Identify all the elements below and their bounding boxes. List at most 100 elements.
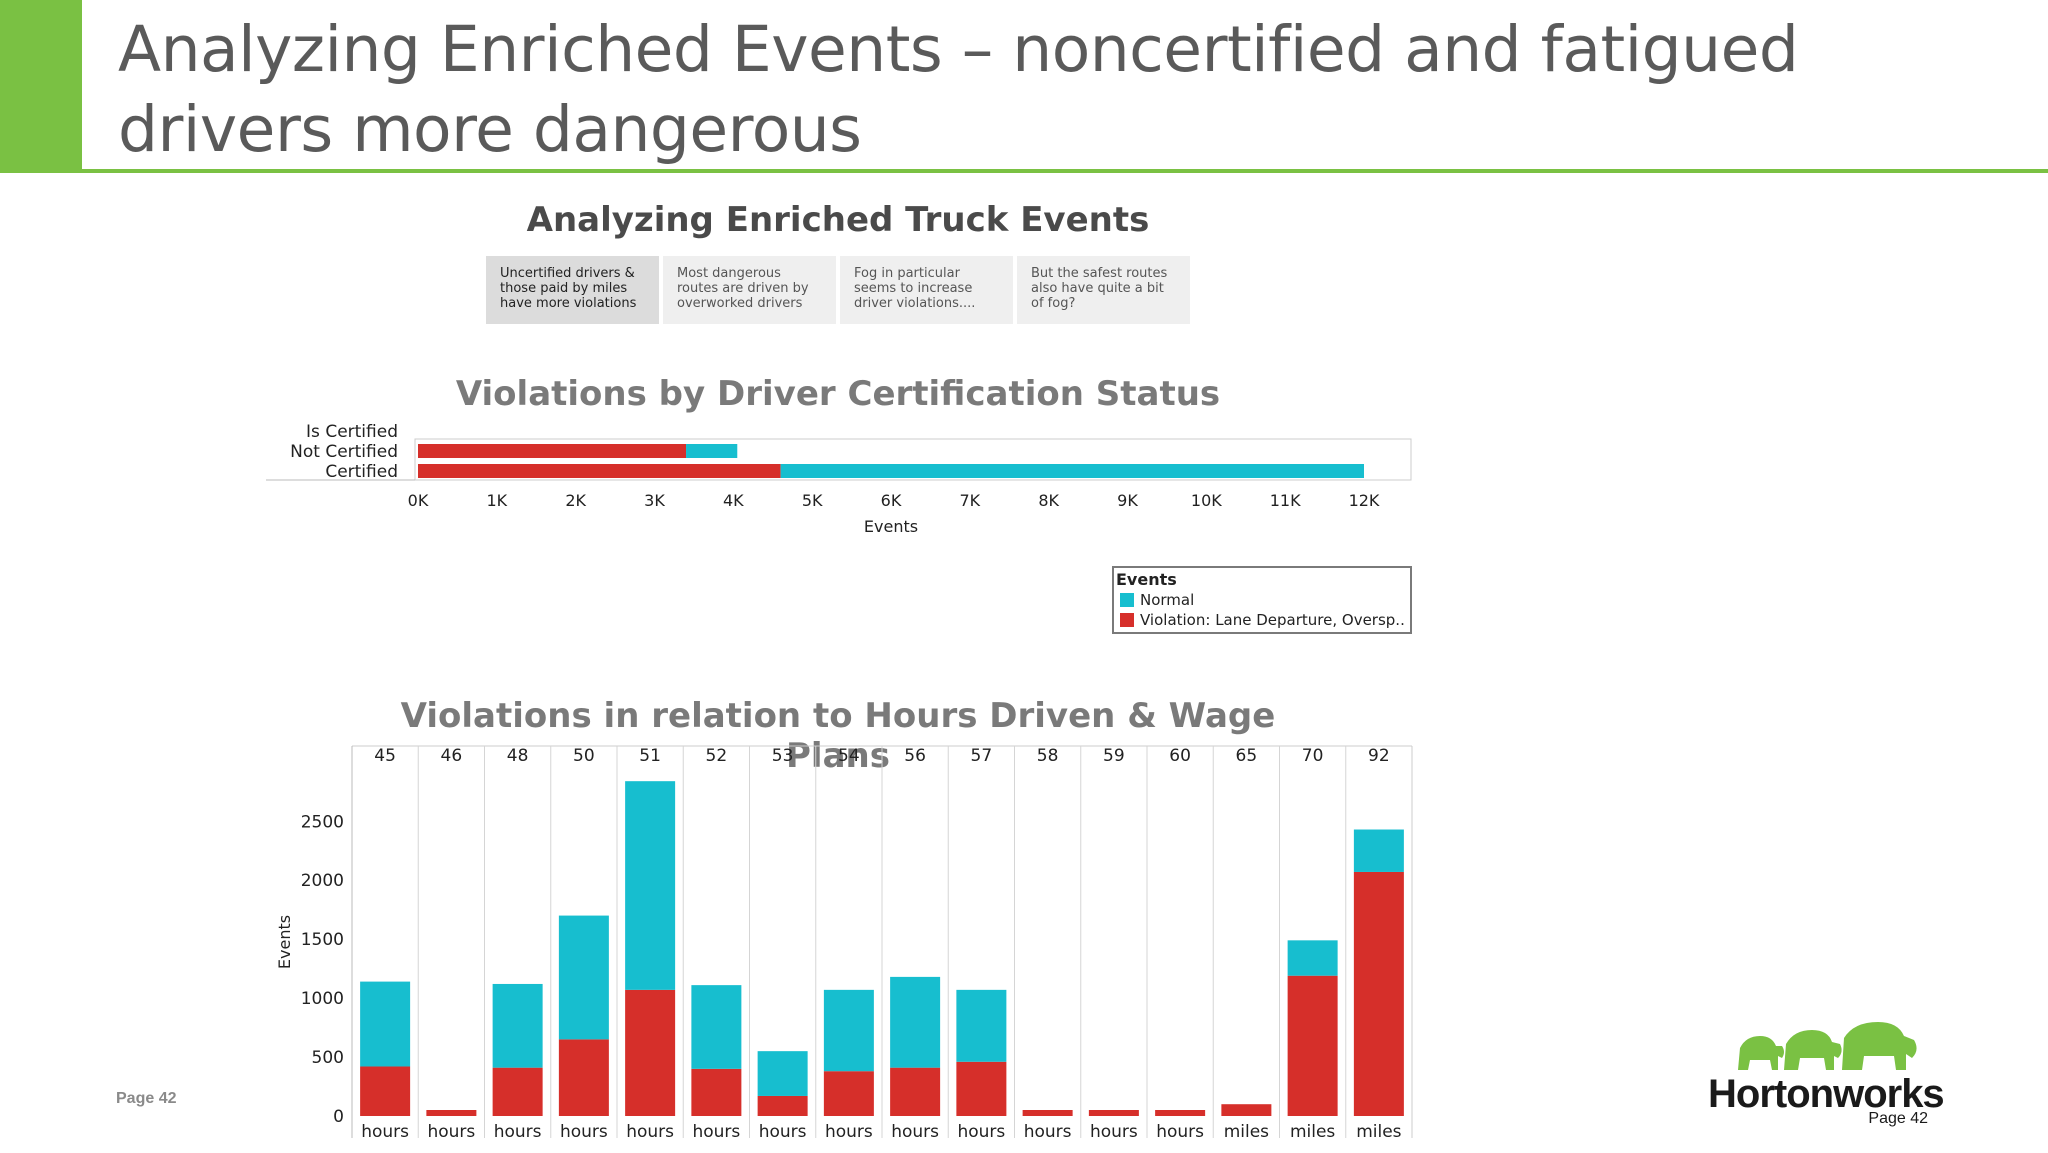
story-tab-2[interactable]: Most dangerous routes are driven by over… bbox=[663, 256, 836, 324]
legend-swatch-violation bbox=[1120, 613, 1134, 627]
category-label: Not Certified bbox=[290, 442, 398, 462]
category-label: hours bbox=[825, 1122, 873, 1138]
group-label: 45 bbox=[374, 746, 396, 766]
group-label: 54 bbox=[838, 746, 860, 766]
bar-segment bbox=[1221, 1104, 1272, 1116]
hortonworks-logo: Hortonworks Page 42 bbox=[1708, 1020, 1945, 1150]
category-label: miles bbox=[1224, 1122, 1269, 1138]
group-label: 50 bbox=[573, 746, 595, 766]
bar-segment bbox=[1287, 975, 1338, 1116]
story-tab-4[interactable]: But the safest routes also have quite a … bbox=[1017, 256, 1190, 324]
category-label: miles bbox=[1356, 1122, 1401, 1138]
group-label: 51 bbox=[639, 746, 661, 766]
y-tick-label: 1500 bbox=[301, 930, 344, 950]
x-tick-label: 3K bbox=[644, 491, 665, 510]
group-label: 92 bbox=[1368, 746, 1390, 766]
category-axis-title: Is Certified bbox=[306, 422, 398, 442]
x-tick-label: 4K bbox=[723, 491, 744, 510]
legend-swatch-normal bbox=[1120, 593, 1134, 607]
category-label: hours bbox=[1090, 1122, 1138, 1138]
legend-label-violation: Violation: Lane Departure, Oversp.. bbox=[1140, 611, 1405, 629]
group-label: 60 bbox=[1169, 746, 1191, 766]
title-accent-bar bbox=[0, 0, 82, 173]
bar-segment bbox=[757, 1095, 808, 1116]
bar-segment bbox=[1287, 940, 1338, 976]
bar-segment bbox=[956, 989, 1007, 1062]
group-label: 53 bbox=[772, 746, 794, 766]
group-label: 46 bbox=[441, 746, 463, 766]
bar-segment bbox=[1088, 1110, 1139, 1116]
logo-page-number: Page 42 bbox=[1868, 1110, 1928, 1127]
x-tick-label: 6K bbox=[881, 491, 902, 510]
hours-wage-bar-chart: 0 500 1000 1500 2000 2500 Events 45 hours 46 hours… bbox=[275, 745, 1413, 1138]
elephant-icon bbox=[1738, 1022, 1917, 1070]
bar-segment bbox=[426, 1110, 477, 1116]
bar-segment bbox=[890, 976, 941, 1068]
bar-segment bbox=[1353, 871, 1404, 1116]
x-tick-label: 12K bbox=[1349, 491, 1380, 510]
bar-segment bbox=[360, 1066, 411, 1116]
group-label: 48 bbox=[507, 746, 529, 766]
bar-segment bbox=[1353, 829, 1404, 872]
story-tab-3[interactable]: Fog in particular seems to increase driv… bbox=[840, 256, 1013, 324]
bar-segment bbox=[1022, 1110, 1073, 1116]
category-label: hours bbox=[361, 1122, 409, 1138]
x-tick-label: 11K bbox=[1270, 491, 1301, 510]
category-label: hours bbox=[1156, 1122, 1204, 1138]
group-label: 58 bbox=[1037, 746, 1059, 766]
logo-wordmark: Hortonworks bbox=[1708, 1072, 1945, 1116]
bar-segment bbox=[558, 915, 609, 1040]
slide-title: Analyzing Enriched Events – noncertified… bbox=[118, 13, 1799, 166]
bar-segment bbox=[823, 1071, 874, 1116]
bar-segment bbox=[625, 781, 676, 990]
group-label: 57 bbox=[971, 746, 993, 766]
category-label: miles bbox=[1290, 1122, 1335, 1138]
bar-segment bbox=[418, 444, 687, 458]
story-tab-1[interactable]: Uncertified drivers & those paid by mile… bbox=[486, 256, 659, 324]
y-tick-label: 2500 bbox=[301, 812, 344, 832]
x-tick-label: 9K bbox=[1117, 491, 1138, 510]
legend-label-normal: Normal bbox=[1140, 591, 1195, 609]
y-tick-label: 0 bbox=[333, 1107, 344, 1127]
bar-segment bbox=[823, 989, 874, 1072]
category-label: hours bbox=[494, 1122, 542, 1138]
x-tick-label: 8K bbox=[1038, 491, 1059, 510]
category-label: hours bbox=[891, 1122, 939, 1138]
dashboard-heading: Analyzing Enriched Truck Events bbox=[526, 200, 1150, 240]
title-underline bbox=[82, 169, 2048, 173]
category-label: hours bbox=[626, 1122, 674, 1138]
bar-segment bbox=[625, 989, 676, 1116]
y-axis-title: Events bbox=[275, 915, 294, 969]
plot-frame bbox=[414, 438, 1412, 481]
bar-segment bbox=[558, 1039, 609, 1116]
legend-item-normal[interactable]: Normal bbox=[1116, 590, 1408, 610]
x-tick-label: 2K bbox=[565, 491, 586, 510]
x-axis-title: Events bbox=[864, 517, 918, 536]
y-tick-label: 500 bbox=[312, 1048, 344, 1068]
y-tick-label: 1000 bbox=[301, 989, 344, 1009]
legend-title: Events bbox=[1116, 570, 1177, 589]
legend: Events Normal Violation: Lane Departure,… bbox=[1112, 566, 1412, 634]
bar-segment bbox=[1155, 1110, 1206, 1116]
x-tick-label: 7K bbox=[959, 491, 980, 510]
category-label: hours bbox=[1024, 1122, 1072, 1138]
legend-item-violation[interactable]: Violation: Lane Departure, Oversp.. bbox=[1116, 610, 1408, 630]
category-label: hours bbox=[759, 1122, 807, 1138]
bar-segment bbox=[360, 981, 411, 1067]
bar-segment bbox=[956, 1061, 1007, 1116]
category-label: hours bbox=[692, 1122, 740, 1138]
hours-chart-title: Violations in relation to Hours Driven &… bbox=[400, 696, 1276, 776]
bar-segment bbox=[890, 1067, 941, 1116]
bar-segment bbox=[780, 464, 1364, 478]
x-tick-label: 10K bbox=[1191, 491, 1222, 510]
category-label: hours bbox=[427, 1122, 475, 1138]
y-tick-label: 2000 bbox=[301, 871, 344, 891]
story-tabs: Uncertified drivers & those paid by mile… bbox=[486, 256, 1190, 324]
bar-segment bbox=[686, 444, 738, 458]
bar-segment bbox=[691, 985, 742, 1069]
bar-segment bbox=[492, 983, 543, 1068]
bar-segment bbox=[418, 464, 781, 478]
group-label: 65 bbox=[1236, 746, 1258, 766]
group-label: 59 bbox=[1103, 746, 1125, 766]
